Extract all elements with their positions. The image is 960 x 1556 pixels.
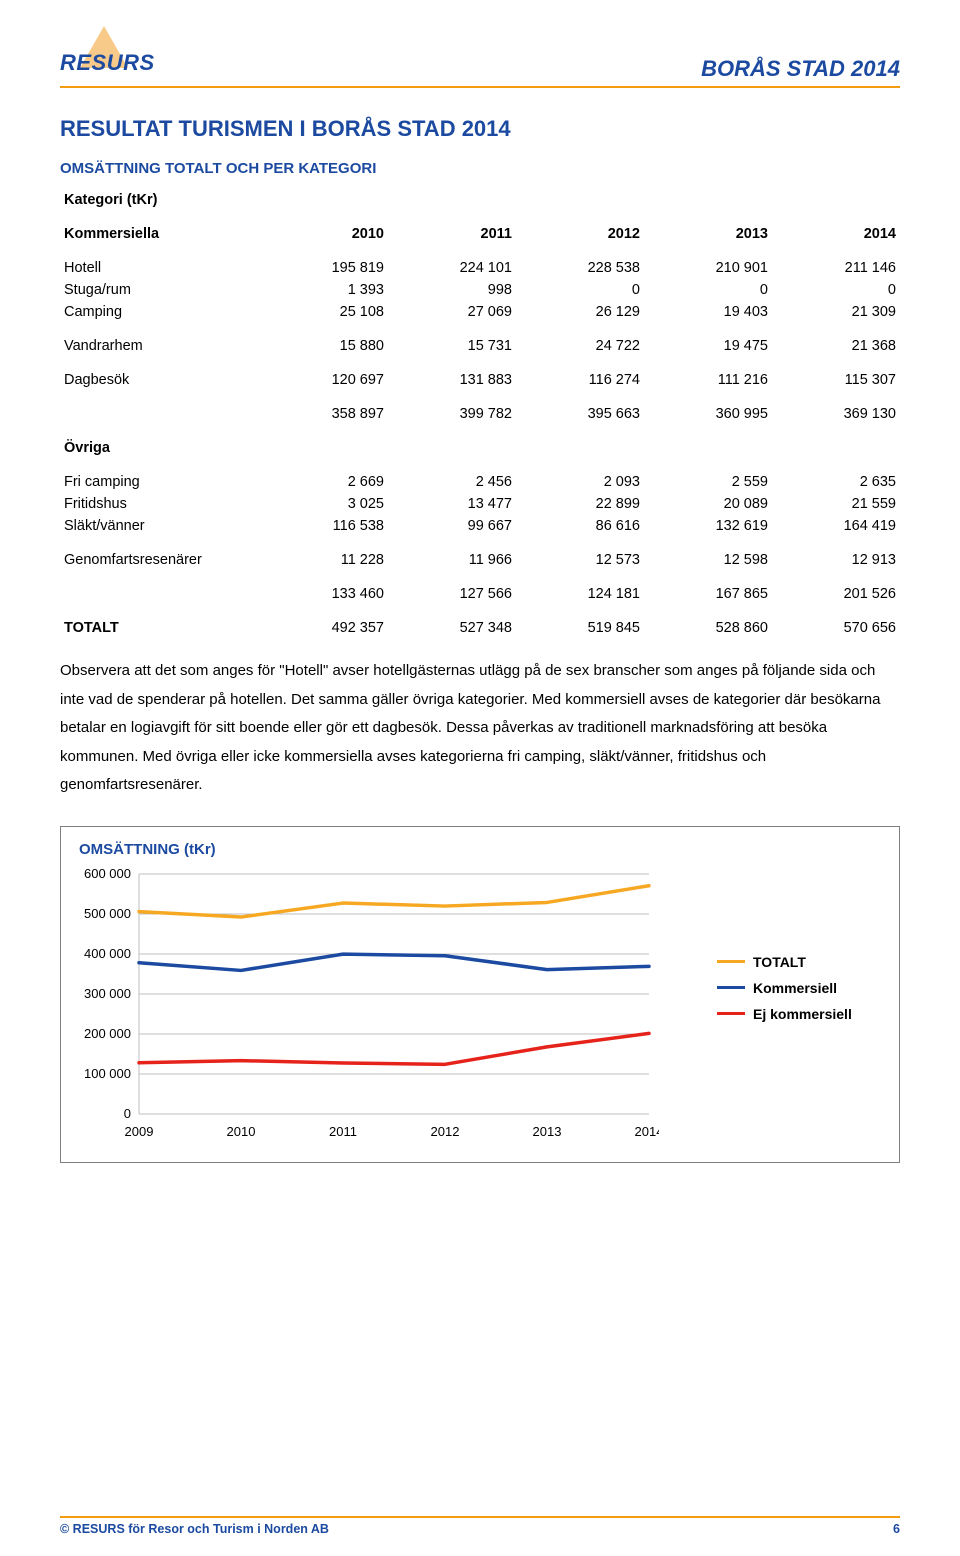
- table-row: 358 897399 782395 663360 995369 130: [60, 403, 900, 425]
- svg-text:400 000: 400 000: [84, 946, 131, 961]
- svg-text:2009: 2009: [125, 1124, 154, 1139]
- table-row: Stuga/rum1 393998000: [60, 279, 900, 301]
- page-header: RESURS BORÅS STAD 2014: [60, 32, 900, 88]
- table-row: Dagbesök120 697131 883116 274111 216115 …: [60, 369, 900, 391]
- svg-text:0: 0: [124, 1106, 131, 1121]
- chart-legend: TOTALT Kommersiell Ej kommersiell: [717, 864, 852, 1032]
- legend-label: Kommersiell: [753, 980, 837, 996]
- sub-heading: OMSÄTTNING TOTALT OCH PER KATEGORI: [60, 160, 900, 177]
- chart-container: OMSÄTTNING (tKr) 0 100 000 200 000 300 000 4…: [60, 826, 900, 1163]
- table-row: Kommersiella20102011201220132014: [60, 223, 900, 245]
- legend-swatch: [717, 960, 745, 963]
- data-table: Kategori (tKr) Kommersiella20102011201220…: [60, 189, 900, 639]
- table-row: Övriga: [60, 437, 900, 459]
- legend-swatch: [717, 986, 745, 989]
- main-heading: RESULTAT TURISMEN I BORÅS STAD 2014: [60, 116, 900, 142]
- svg-text:2012: 2012: [431, 1124, 460, 1139]
- legend-swatch: [717, 1012, 745, 1015]
- svg-text:2014: 2014: [635, 1124, 659, 1139]
- document-title: BORÅS STAD 2014: [701, 56, 900, 82]
- page-footer: © RESURS för Resor och Turism i Norden A…: [60, 1516, 900, 1536]
- table-row: Hotell195 819224 101228 538210 901211 14…: [60, 257, 900, 279]
- svg-text:2013: 2013: [533, 1124, 562, 1139]
- legend-item: Kommersiell: [717, 980, 852, 996]
- svg-text:2010: 2010: [227, 1124, 256, 1139]
- line-chart-svg: 0 100 000 200 000 300 000 400 000 500 000 600 …: [79, 864, 659, 1144]
- table-row: TOTALT492 357527 348519 845528 860570 65…: [60, 617, 900, 639]
- body-paragraph: Observera att det som anges för "Hotell"…: [60, 657, 900, 800]
- svg-text:500 000: 500 000: [84, 906, 131, 921]
- table-row: Fri camping2 6692 4562 0932 5592 635: [60, 471, 900, 493]
- svg-text:100 000: 100 000: [84, 1066, 131, 1081]
- table-row: Släkt/vänner116 53899 66786 616132 61916…: [60, 515, 900, 537]
- table-row: Kategori (tKr): [60, 189, 900, 211]
- svg-text:2011: 2011: [329, 1124, 357, 1139]
- table-row: 133 460127 566124 181167 865201 526: [60, 583, 900, 605]
- legend-label: TOTALT: [753, 954, 806, 970]
- logo-text: RESURS: [60, 50, 155, 76]
- table-row: Fritidshus3 02513 47722 89920 08921 559: [60, 493, 900, 515]
- table-row: Vandrarhem15 88015 73124 72219 47521 368: [60, 335, 900, 357]
- table-row: Camping25 10827 06926 12919 40321 309: [60, 301, 900, 323]
- chart-title: OMSÄTTNING (tKr): [79, 841, 881, 858]
- footer-copyright: © RESURS för Resor och Turism i Norden A…: [60, 1522, 329, 1536]
- svg-text:200 000: 200 000: [84, 1026, 131, 1041]
- logo: RESURS: [60, 32, 170, 82]
- svg-text:300 000: 300 000: [84, 986, 131, 1001]
- page-number: 6: [893, 1522, 900, 1536]
- svg-text:600 000: 600 000: [84, 866, 131, 881]
- legend-label: Ej kommersiell: [753, 1006, 852, 1022]
- table-row: Genomfartsresenärer11 22811 96612 57312 …: [60, 549, 900, 571]
- chart-plot: 0 100 000 200 000 300 000 400 000 500 000 600 …: [79, 864, 699, 1148]
- legend-item: TOTALT: [717, 954, 852, 970]
- legend-item: Ej kommersiell: [717, 1006, 852, 1022]
